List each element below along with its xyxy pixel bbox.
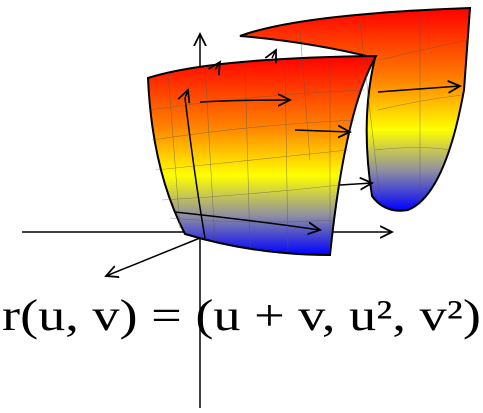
formula: r(u, v) = (u + v, u², v²) xyxy=(2,291,481,340)
surface-back xyxy=(239,6,472,212)
surface-grid xyxy=(149,14,469,254)
surface-curves xyxy=(174,50,460,239)
surface-front xyxy=(146,54,378,257)
x-axis xyxy=(106,237,201,276)
